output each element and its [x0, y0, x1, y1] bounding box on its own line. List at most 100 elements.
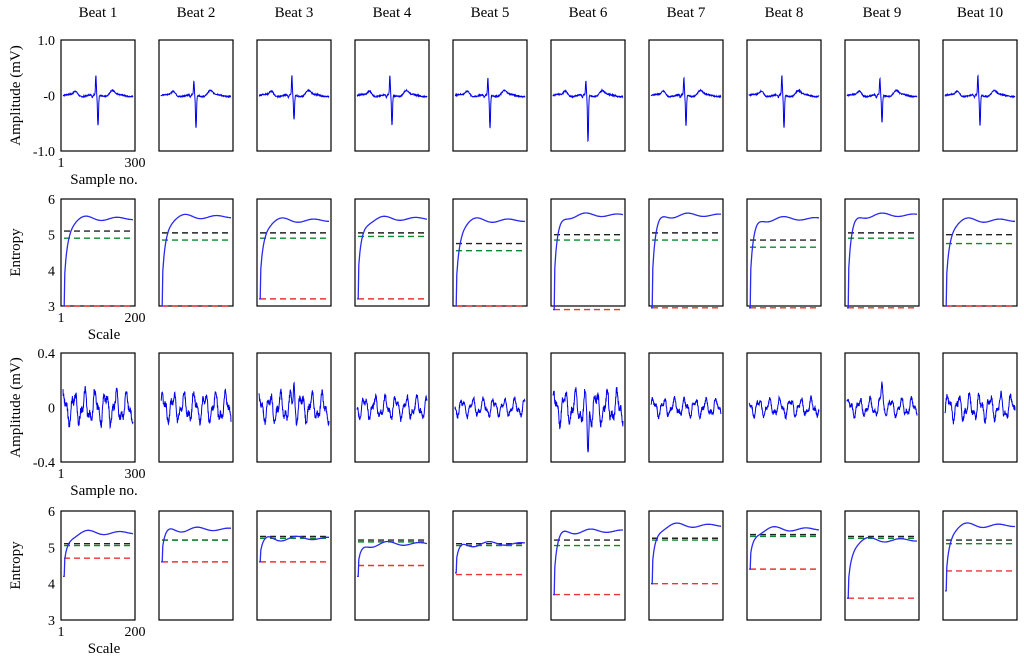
panel-frame — [354, 352, 430, 463]
row1-ecg-panel-2 — [158, 39, 234, 152]
entropy-curve — [749, 215, 820, 309]
row4-entropy-xtick-max: 200 — [125, 625, 146, 640]
beat-label-10: Beat 10 — [957, 5, 1003, 21]
row2-entropy-ytick-0: 6 — [48, 193, 55, 208]
beat-labels: Beat 1 Beat 2 Beat 3 Beat 4 Beat 5 Beat 6 Beat… — [79, 5, 1004, 21]
signal-trace — [160, 388, 232, 426]
entropy-curve — [651, 212, 721, 309]
row2-entropy-ytick-3: 3 — [48, 300, 55, 315]
row4-entropy-ytick-2: 4 — [48, 578, 55, 593]
entropy-curve — [357, 540, 428, 578]
row3-noise-xtick-max: 300 — [125, 467, 146, 482]
row4-entropy-ylabel: Entropy — [8, 541, 24, 590]
row1-ecg-panel-7 — [648, 39, 724, 152]
row2-entropy-xtick-max: 200 — [125, 311, 146, 326]
beat-label-1: Beat 1 — [79, 5, 118, 21]
row2-entropy-panel-9 — [844, 198, 920, 309]
entropy-curve — [847, 212, 917, 309]
signal-trace — [944, 390, 1016, 425]
row3-noise-panel-7 — [648, 352, 724, 463]
panel-frame — [354, 198, 430, 307]
row4-entropy-ytick-1: 5 — [48, 541, 55, 556]
signal-trace — [650, 76, 722, 126]
row1-ecg-panel-4 — [354, 39, 430, 152]
entropy-curve — [259, 217, 329, 300]
entropy-curve — [259, 535, 329, 563]
row4-entropy-panel-4 — [354, 510, 430, 621]
beat-label-8: Beat 8 — [765, 5, 804, 21]
row2-entropy-panel-10 — [942, 198, 1018, 307]
panel-frame — [256, 510, 332, 621]
entropy-curve — [161, 213, 231, 307]
row3-noise-panel-2 — [158, 352, 234, 463]
row2-entropy-panel-6 — [550, 198, 626, 311]
row2-entropy-panel-8 — [746, 198, 822, 309]
entropy-curve — [553, 212, 624, 311]
panel-frame — [550, 352, 626, 463]
row4-entropy-xtick-min: 1 — [58, 625, 65, 640]
row1-ecg-panel-8 — [746, 39, 822, 152]
signal-trace — [846, 76, 918, 123]
signal-trace — [748, 395, 820, 421]
row1-ecg-ytick-0: 1.0 — [38, 34, 56, 49]
row4-entropy-panel-2 — [158, 510, 234, 621]
entropy-curve — [553, 528, 623, 596]
row3-noise-panel-9 — [844, 352, 920, 463]
entropy-curve — [651, 522, 722, 585]
entropy-curve — [357, 215, 427, 300]
row4-entropy-panel-5 — [452, 510, 528, 621]
row2-entropy-panel-1 — [60, 198, 136, 307]
row3-noise-panel-4 — [354, 352, 430, 463]
signal-trace — [258, 75, 330, 120]
signal-trace — [454, 77, 526, 129]
entropy-curve — [455, 217, 526, 307]
signal-trace — [748, 75, 820, 128]
row4-entropy-panel-8 — [746, 510, 822, 621]
row4-entropy-panel-3 — [256, 510, 332, 621]
row1-ecg-panel-3 — [256, 39, 332, 152]
entropy-curve — [63, 215, 133, 307]
signal-trace — [160, 80, 231, 128]
panel-frame — [942, 510, 1018, 621]
row1-ecg-panel-6 — [550, 39, 626, 152]
row1-ecg-panel-10 — [942, 39, 1018, 152]
row4-entropy-panel-10 — [942, 510, 1018, 621]
signal-trace — [356, 392, 428, 422]
row2-entropy-ylabel: Entropy — [8, 228, 24, 277]
row1-ecg-xtick-max: 300 — [125, 156, 146, 171]
signal-trace — [454, 395, 526, 420]
row4-entropy-ytick-3: 3 — [48, 614, 55, 629]
row2-entropy-ytick-2: 4 — [48, 264, 55, 279]
signal-trace — [62, 75, 134, 126]
beat-label-6: Beat 6 — [569, 5, 608, 21]
row3-noise-panel-1 — [60, 352, 136, 463]
row1-ecg-panel-5 — [452, 39, 528, 152]
panel-frame — [550, 510, 626, 621]
row2-entropy-panel-4 — [354, 198, 430, 307]
row4-entropy-panel-9 — [844, 510, 920, 621]
signal-trace — [258, 381, 330, 427]
row4-entropy-panel-7 — [648, 510, 724, 621]
row4-entropy-ytick-0: 6 — [48, 505, 55, 520]
row3-noise-xtick-min: 1 — [58, 467, 65, 482]
row2-entropy-ytick-1: 5 — [48, 229, 55, 244]
entropy-curve — [847, 536, 918, 599]
row2-entropy-panel-3 — [256, 198, 332, 307]
row1-ecg-xtick-min: 1 — [58, 156, 65, 171]
panel-frame — [844, 352, 920, 463]
row1-ecg-panel-1 — [60, 39, 136, 152]
beat-label-3: Beat 3 — [275, 5, 314, 21]
beat-label-4: Beat 4 — [373, 5, 412, 21]
panel-frame — [746, 510, 822, 621]
row1-ecg-panel-9 — [844, 39, 920, 152]
row1-ecg-ytick-1: -0 — [43, 90, 55, 105]
row3-noise-ytick-0: 0.4 — [38, 347, 56, 362]
entropy-curve — [749, 526, 820, 570]
entropy-curve — [945, 217, 1015, 307]
row3-noise-ytick-2: -0.4 — [33, 456, 55, 471]
panel-frame — [844, 198, 920, 307]
row1-ecg-xlabel: Sample no. — [70, 172, 138, 188]
